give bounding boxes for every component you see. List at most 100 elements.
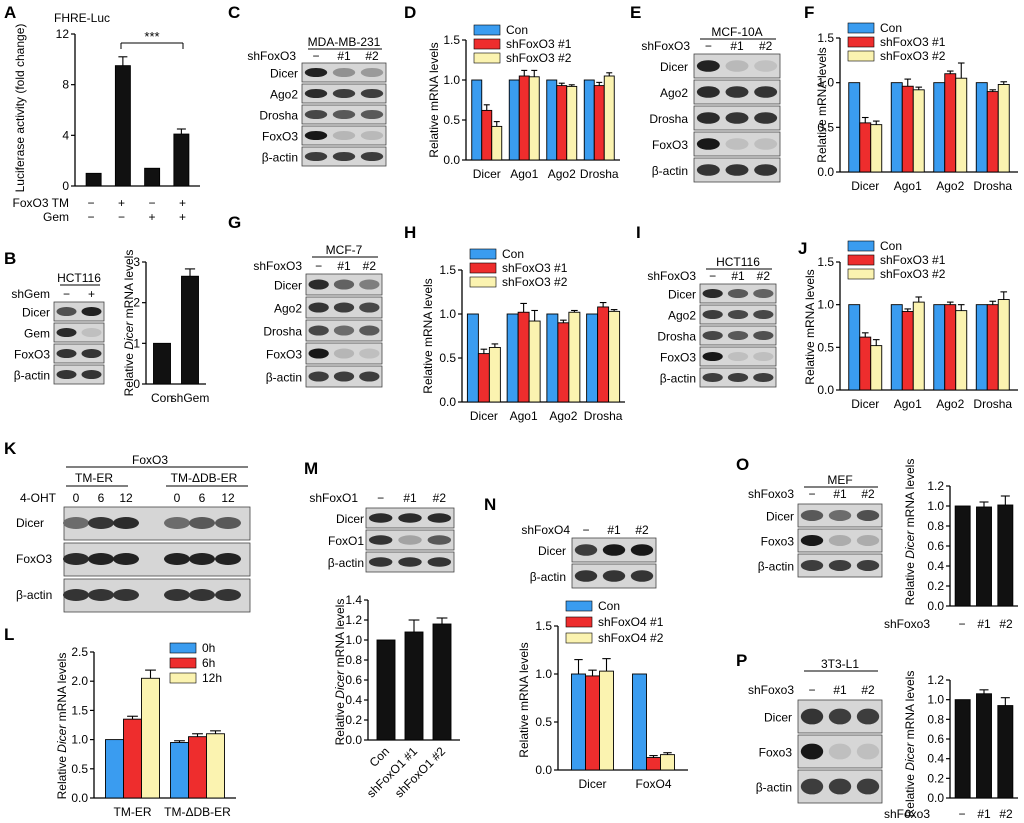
y-tick-label: 2.0 — [71, 674, 88, 688]
band — [754, 112, 778, 124]
legend-entry: shFoxO3 #1 — [880, 35, 946, 49]
band — [368, 557, 393, 567]
panel-letter: O — [736, 455, 749, 474]
band — [398, 513, 422, 523]
lane-header-label: shFoxO3 — [641, 39, 690, 53]
legend-swatch — [847, 36, 875, 48]
y-tick-label: 0.5 — [71, 762, 88, 776]
panel-letter: C — [228, 3, 240, 22]
panel-letter: F — [804, 3, 814, 22]
legend-entry: shFoxO3 #2 — [506, 51, 572, 65]
lane-header-label: shFoxo3 — [748, 683, 794, 697]
bar — [571, 673, 586, 771]
lane-header-label: shFoxO3 — [253, 259, 302, 273]
band — [398, 535, 422, 545]
band — [725, 138, 749, 150]
bar — [997, 84, 1010, 173]
y-tick-label: 4 — [62, 128, 69, 142]
band — [332, 88, 356, 99]
bar — [170, 742, 189, 799]
lane-label: #2 — [861, 683, 875, 697]
blot-strip — [53, 343, 105, 364]
y-tick-label: 0.5 — [439, 351, 456, 365]
y-axis-title: Relative Dicer mRNA levels — [333, 599, 347, 746]
band — [359, 325, 380, 336]
band — [113, 589, 139, 601]
band — [189, 553, 215, 565]
band-label: β-actin — [14, 369, 50, 383]
bar — [944, 304, 957, 391]
band-label: Foxo3 — [761, 535, 795, 549]
x-group-label: shFoxo3 — [884, 617, 930, 631]
bar — [975, 82, 988, 173]
lane-label: 6 — [199, 491, 206, 505]
band-label: FoxO3 — [660, 351, 696, 365]
band-label: Ago2 — [668, 309, 696, 323]
band — [333, 325, 355, 336]
y-tick-label: 1.0 — [443, 73, 460, 87]
band-label: Dicer — [16, 516, 44, 530]
y-tick-label: 1.2 — [927, 673, 944, 687]
band — [332, 151, 356, 162]
band — [696, 60, 720, 72]
lane-label: #1 — [833, 683, 847, 697]
blot-title: MDA-MB-231 — [308, 35, 381, 49]
band — [81, 348, 102, 359]
band — [696, 164, 720, 176]
band — [828, 509, 852, 522]
legend-swatch — [469, 276, 497, 288]
band — [333, 302, 355, 313]
x-tick-label: Ago2 — [549, 409, 577, 423]
x-tick-label: TM-ΔDB-ER — [164, 805, 231, 819]
y-tick-label: 1.2 — [345, 613, 362, 627]
bar — [144, 167, 161, 187]
band — [753, 330, 774, 341]
blot-title: HCT116 — [57, 271, 101, 285]
y-tick-label: 0.0 — [817, 383, 834, 397]
x-tick-label: #1 — [977, 617, 991, 631]
y-tick-label: 0.2 — [927, 771, 944, 785]
y-axis-title: Relative Dicer mRNA levels — [903, 671, 917, 818]
band-label: β-actin — [16, 588, 52, 602]
bar — [528, 76, 540, 161]
band — [828, 743, 852, 760]
bar — [105, 739, 124, 799]
bar — [933, 82, 946, 173]
band — [856, 743, 880, 760]
band — [800, 708, 824, 725]
band — [88, 589, 114, 601]
panel-letter: M — [304, 459, 318, 478]
x-tick-label: #2 — [999, 807, 1013, 821]
lane-label: #2 — [861, 487, 875, 501]
bar — [603, 75, 615, 161]
bar — [506, 313, 519, 403]
legend-entry: shFoxO4 #2 — [598, 631, 664, 645]
band — [333, 348, 355, 359]
band — [333, 371, 355, 382]
x-tick-label: − — [958, 807, 965, 821]
legend-swatch — [473, 38, 501, 50]
lane-label: #1 — [731, 269, 745, 283]
y-tick-label: 0.5 — [817, 340, 834, 354]
blot-strip — [53, 322, 105, 343]
lane-label: #1 — [833, 487, 847, 501]
band-label: Ago2 — [270, 88, 298, 102]
blot-title: HCT116 — [716, 255, 760, 269]
bar — [859, 122, 872, 173]
bar — [890, 304, 903, 391]
legend-entry: Con — [506, 23, 528, 37]
band — [800, 509, 824, 522]
blot-title: 3T3-L1 — [821, 657, 859, 671]
band — [360, 151, 384, 162]
y-tick-label: 0.0 — [439, 395, 456, 409]
band — [856, 509, 880, 522]
band — [725, 60, 749, 72]
panel-letter: P — [736, 651, 747, 670]
band-label: Dicer — [336, 512, 364, 526]
band — [702, 309, 723, 320]
lane-label: #1 — [337, 49, 351, 63]
bar — [975, 304, 988, 391]
y-tick-label: 0.8 — [927, 519, 944, 533]
bar — [481, 109, 493, 161]
